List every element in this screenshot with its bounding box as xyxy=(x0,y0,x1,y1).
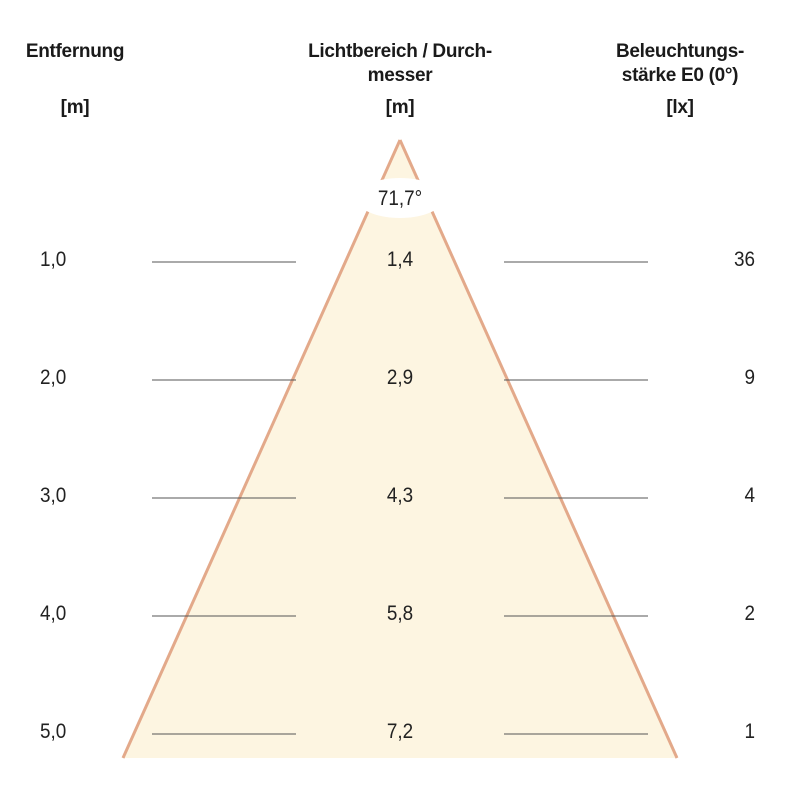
header-diameter-title-2: messer xyxy=(367,65,433,86)
row-illuminance-value: 4 xyxy=(744,484,755,507)
row-distance-value: 5,0 xyxy=(40,720,67,743)
header-distance: Entfernung [m] xyxy=(10,40,140,120)
header-illuminance-title-2: stärke E0 (0°) xyxy=(621,65,739,86)
header-illuminance-unit: [lx] xyxy=(666,97,694,118)
row-diameter-value: 4,3 xyxy=(386,484,414,507)
beam-angle-label: 71,7° xyxy=(377,187,423,210)
row-distance-value: 4,0 xyxy=(40,602,67,625)
cone-edge-right xyxy=(398,139,679,759)
row-distance-value: 2,0 xyxy=(40,366,67,389)
row-illuminance-value: 9 xyxy=(744,366,755,389)
header-distance-title: Entfernung xyxy=(25,41,125,62)
row-diameter-value: 5,8 xyxy=(386,602,414,625)
header-illuminance: Beleuchtungs- stärke E0 (0°) [lx] xyxy=(580,40,780,120)
row-distance-value: 1,0 xyxy=(40,248,67,271)
row-diameter-value: 1,4 xyxy=(386,248,414,271)
header-diameter: Lichtbereich / Durch- messer [m] xyxy=(250,40,550,120)
light-cone xyxy=(123,140,677,758)
header-illuminance-title-1: Beleuchtungs- xyxy=(615,41,745,62)
row-distance-value: 3,0 xyxy=(40,484,67,507)
row-diameter-value: 7,2 xyxy=(386,720,414,743)
cone-edge-left xyxy=(121,139,402,759)
row-illuminance-value: 2 xyxy=(744,602,755,625)
angle-label-background xyxy=(356,178,444,218)
header-diameter-unit: [m] xyxy=(385,97,415,118)
header-diameter-title-1: Lichtbereich / Durch- xyxy=(308,41,492,62)
row-illuminance-value: 36 xyxy=(733,248,755,271)
header-distance-unit: [m] xyxy=(60,97,90,118)
row-illuminance-value: 1 xyxy=(744,720,755,743)
row-diameter-value: 2,9 xyxy=(386,366,414,389)
